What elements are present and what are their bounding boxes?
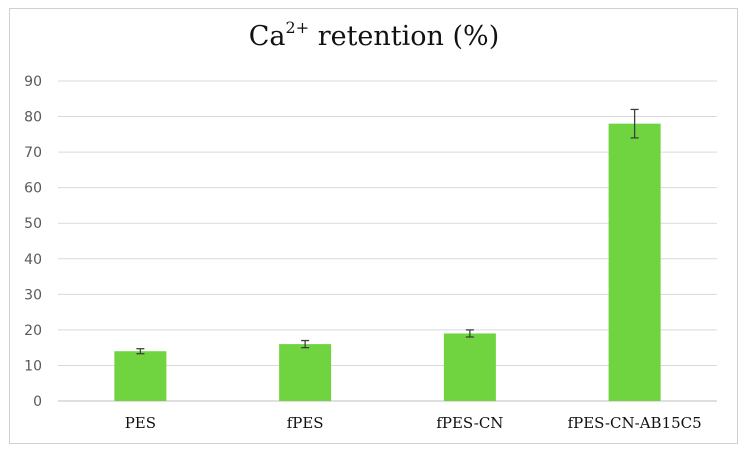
x-tick-label: PES xyxy=(125,414,156,432)
y-tick-label: 60 xyxy=(24,181,42,197)
y-tick-label: 10 xyxy=(24,358,42,374)
x-tick-label: fPES-CN-AB15C5 xyxy=(568,414,702,432)
y-tick-label: 40 xyxy=(24,252,42,268)
y-tick-label: 20 xyxy=(24,323,42,339)
chart-title: Ca2+ retention (%) xyxy=(0,18,748,52)
title-superscript: 2+ xyxy=(285,18,310,37)
x-tick-label: fPES xyxy=(287,414,324,432)
title-rest: retention (%) xyxy=(309,21,500,52)
y-tick-label: 30 xyxy=(24,287,42,303)
bar-fPES-CN xyxy=(443,333,496,401)
bar-PES xyxy=(114,351,167,401)
y-tick-label: 0 xyxy=(33,394,42,410)
bars xyxy=(114,123,661,402)
y-tick-label: 50 xyxy=(24,216,42,232)
y-axis-ticks: 0 10 20 30 40 50 60 70 80 90 xyxy=(24,74,42,410)
bar-fPES-CN-AB15C5 xyxy=(608,123,661,402)
bar-fPES xyxy=(279,344,332,401)
x-tick-label: fPES-CN xyxy=(436,414,503,432)
grid-lines xyxy=(58,80,717,402)
x-axis-labels: PES fPES fPES-CN fPES-CN-AB15C5 xyxy=(125,414,702,432)
y-tick-label: 70 xyxy=(24,145,42,161)
title-main: Ca xyxy=(248,21,286,52)
y-tick-label: 90 xyxy=(24,74,42,90)
error-bars xyxy=(136,108,639,355)
y-tick-label: 80 xyxy=(24,110,42,126)
